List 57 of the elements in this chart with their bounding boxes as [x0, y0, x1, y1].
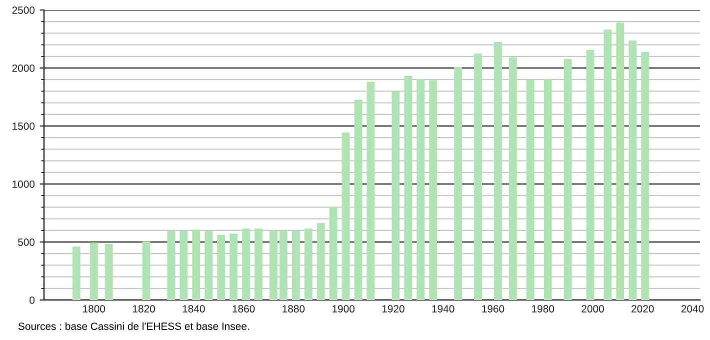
bar [564, 58, 572, 300]
bar [342, 132, 350, 300]
bar [354, 100, 362, 300]
y-tick-label: 1000 [12, 180, 35, 188]
bar [292, 230, 300, 300]
source-note: Sources : base Cassini de l'EHESS et base Insee. [18, 322, 249, 330]
bar [279, 230, 288, 300]
bar [526, 80, 534, 300]
x-tick-label: 2020 [632, 305, 654, 313]
x-tick-label: 1900 [332, 305, 354, 313]
bar [142, 242, 150, 300]
bar [628, 40, 637, 300]
x-tick-label: 1800 [83, 305, 106, 313]
bar [474, 54, 482, 300]
bar [167, 230, 176, 300]
bar [392, 90, 400, 300]
bar [586, 50, 594, 300]
bar [494, 42, 502, 300]
x-tick-label: 1860 [232, 305, 255, 313]
y-tick-label: 500 [18, 238, 35, 246]
bar [104, 244, 113, 300]
x-tick-label: 1960 [482, 305, 504, 313]
x-tick-label: 1940 [432, 305, 454, 313]
y-tick-label: 1500 [12, 122, 35, 130]
bar [616, 22, 624, 300]
bar [316, 222, 325, 300]
bar [366, 82, 375, 300]
y-tick-label: 2000 [12, 64, 35, 72]
x-tick-label: 1980 [532, 305, 554, 313]
bar [304, 228, 312, 300]
bar [180, 230, 188, 300]
bar [416, 79, 425, 300]
bar [329, 206, 338, 300]
x-tick-label: 1880 [282, 305, 305, 313]
bar [90, 242, 98, 300]
bar [454, 66, 462, 300]
x-tick-label: 1920 [382, 305, 404, 313]
bar [404, 76, 412, 300]
bar [641, 52, 650, 300]
y-tick-label: 2500 [12, 6, 35, 14]
x-tick-label: 2000 [582, 305, 604, 313]
bar [544, 79, 552, 300]
y-tick-label: 0 [30, 296, 35, 304]
x-tick-label: 1840 [182, 305, 205, 313]
bar [508, 57, 517, 300]
bar [230, 234, 238, 300]
bar [217, 234, 226, 300]
bar [192, 230, 200, 300]
bar [72, 246, 80, 300]
bar [604, 30, 612, 300]
bar [269, 230, 278, 300]
bar [254, 228, 262, 300]
x-tick-label: 2040 [681, 305, 704, 313]
x-tick-label: 1820 [132, 305, 155, 313]
bar [242, 228, 250, 300]
bar [429, 80, 438, 300]
bar [204, 230, 213, 300]
